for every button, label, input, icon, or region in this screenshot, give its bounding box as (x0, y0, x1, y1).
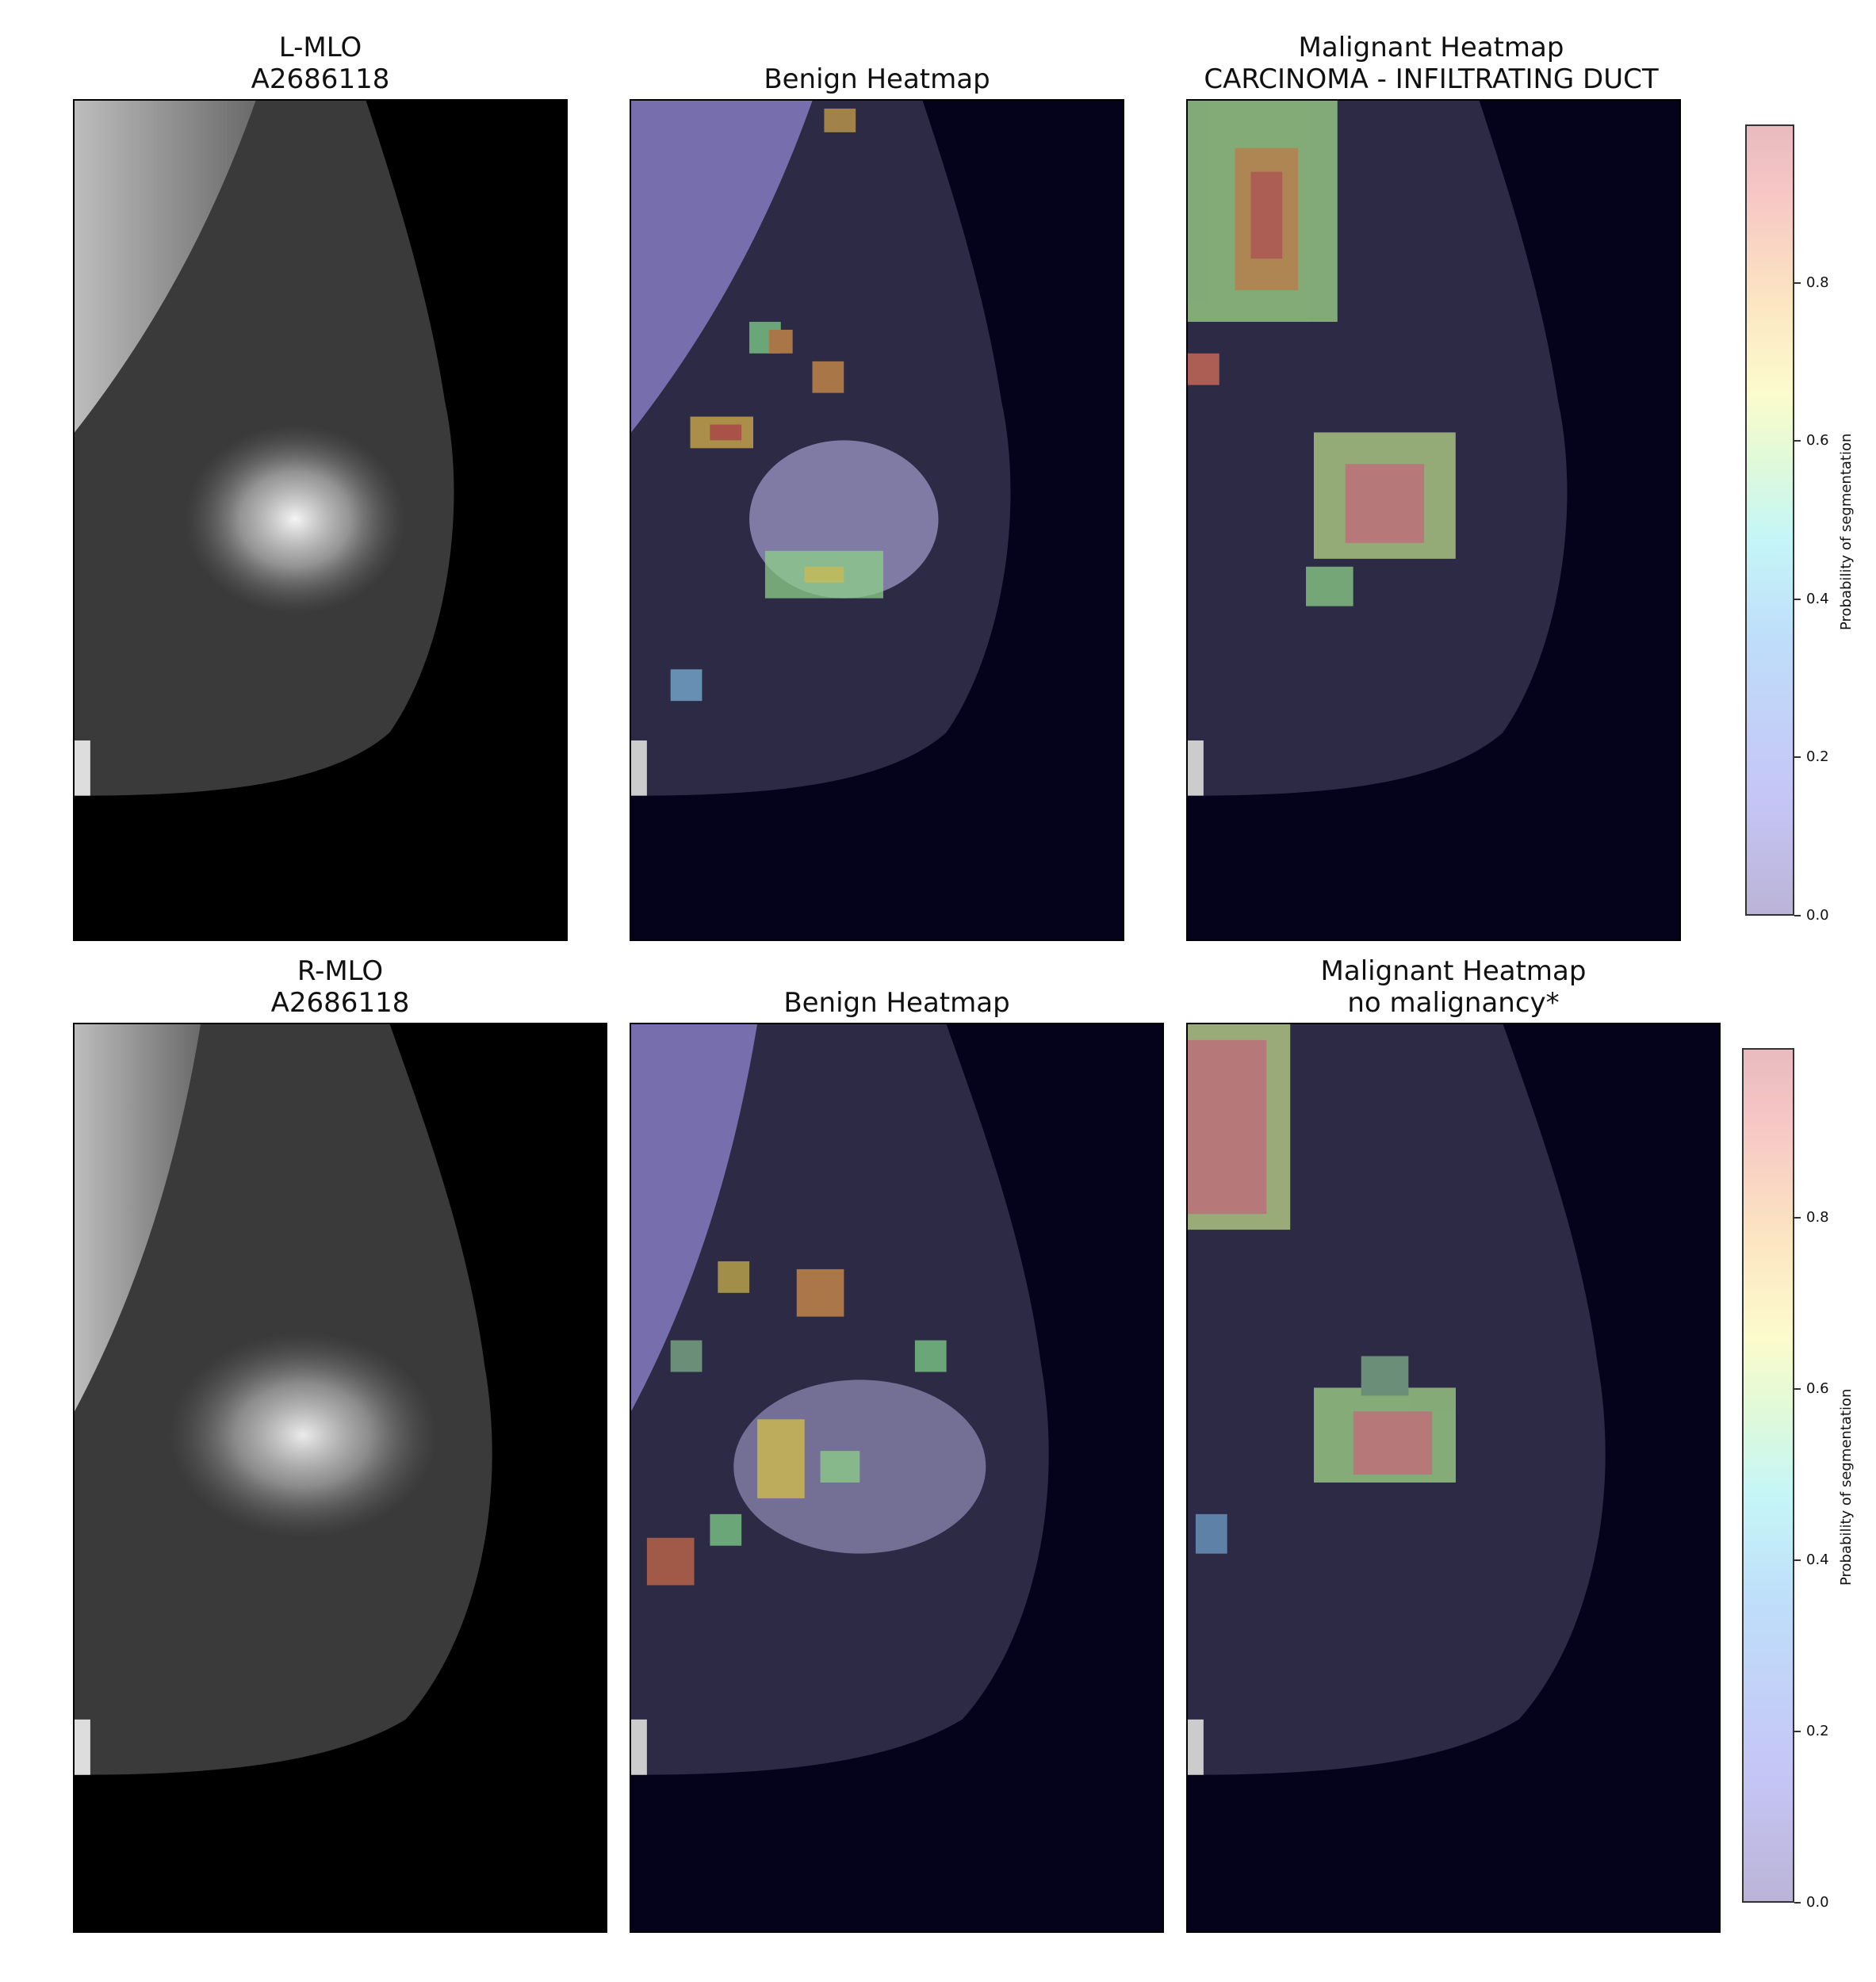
heatmap-overlay (1188, 101, 1679, 939)
title-line-diagnosis: CARCINOMA - INFILTRATING DUCT (1204, 63, 1659, 95)
colorbar-1-tick-4: 0.8 (1806, 274, 1829, 291)
title-line: Malignant Heatmap (1298, 32, 1564, 63)
title-l-mlo: L-MLO A2686118 (73, 32, 568, 95)
mammogram-r-mlo (73, 1023, 607, 1933)
colorbar-1-tickmark (1794, 756, 1801, 758)
colorbar-1-tickmark (1794, 440, 1801, 442)
breast-image (75, 1024, 606, 1931)
colorbar-1-tick-1: 0.2 (1806, 748, 1829, 765)
colorbar-2-tickmark (1794, 1388, 1801, 1390)
colorbar-2-tickmark (1794, 1217, 1801, 1219)
malignant-heatmap-l-mlo (1186, 99, 1681, 941)
colorbar-2 (1742, 1048, 1794, 1903)
colorbar-2-tick-2: 0.4 (1806, 1552, 1829, 1568)
colorbar-2-tick-3: 0.6 (1806, 1380, 1829, 1397)
colorbar-2-tickmark (1794, 1902, 1801, 1904)
title-line: Malignant Heatmap (1320, 955, 1587, 987)
colorbar-2-tickmark (1794, 1731, 1801, 1732)
colorbar-1-tickmark (1794, 599, 1801, 600)
title-line-view: R-MLO (297, 955, 384, 987)
colorbar-2-tick-0: 0.0 (1806, 1894, 1829, 1911)
title-line: Benign Heatmap (783, 987, 1010, 1019)
colorbar-1-tickmark (1794, 915, 1801, 916)
colorbar-2-tick-1: 0.2 (1806, 1723, 1829, 1739)
colorbar-1-tick-2: 0.4 (1806, 591, 1829, 607)
title-r-mlo: R-MLO A2686118 (73, 955, 607, 1019)
title-line-id: A2686118 (251, 63, 390, 95)
benign-heatmap-r-mlo (630, 1023, 1164, 1933)
heatmap-overlay (1188, 1024, 1719, 1931)
title-line-diagnosis: no malignancy* (1347, 987, 1560, 1019)
title-benign-heatmap-2: Benign Heatmap (630, 987, 1164, 1019)
colorbar-1-tick-0: 0.0 (1806, 907, 1829, 924)
title-line-view: L-MLO (278, 32, 362, 63)
colorbar-1-tickmark (1794, 282, 1801, 284)
colorbar-2-tickmark (1794, 1559, 1801, 1561)
colorbar-1-label: Probability of segmentation (1838, 433, 1855, 630)
breast-image (75, 101, 566, 939)
colorbar-1-tick-3: 0.6 (1806, 432, 1829, 449)
heatmap-overlay (631, 101, 1123, 939)
heatmap-overlay (631, 1024, 1162, 1931)
colorbar-2-tick-4: 0.8 (1806, 1209, 1829, 1226)
mammogram-l-mlo (73, 99, 568, 941)
malignant-heatmap-r-mlo (1186, 1023, 1721, 1933)
title-line: Benign Heatmap (764, 63, 990, 95)
title-benign-heatmap-1: Benign Heatmap (630, 63, 1124, 95)
colorbar-2-label: Probability of segmentation (1838, 1388, 1855, 1586)
title-malignant-heatmap-2: Malignant Heatmap no malignancy* (1186, 955, 1721, 1019)
colorbar-1 (1745, 124, 1794, 916)
title-line-id: A2686118 (270, 987, 410, 1019)
title-malignant-heatmap-1: Malignant Heatmap CARCINOMA - INFILTRATI… (1154, 32, 1709, 95)
benign-heatmap-l-mlo (630, 99, 1124, 941)
